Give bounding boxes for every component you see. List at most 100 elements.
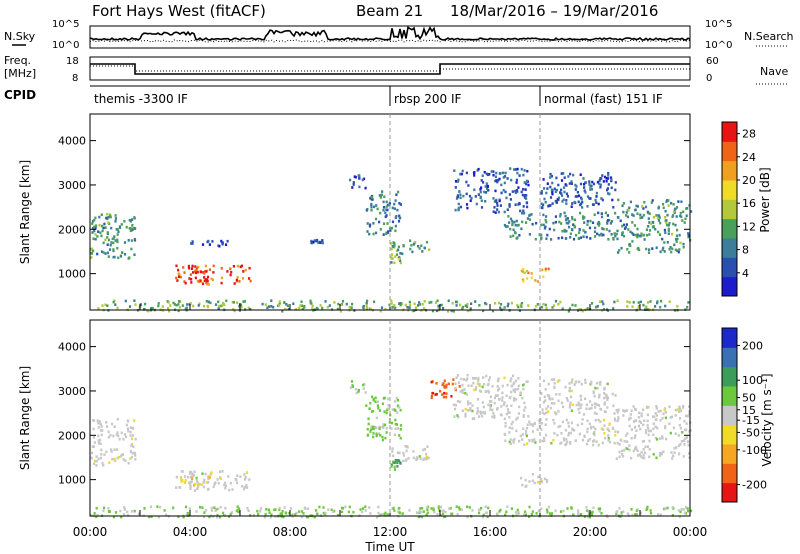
heatmap-cell	[409, 247, 412, 251]
heatmap-cell	[652, 427, 655, 431]
heatmap-cell	[508, 431, 511, 434]
heatmap-cell	[591, 403, 594, 407]
heatmap-cell	[496, 204, 499, 207]
heatmap-cell	[670, 250, 673, 254]
heatmap-cell	[173, 303, 176, 306]
heatmap-cell	[445, 395, 448, 399]
heatmap-cell	[522, 267, 525, 271]
heatmap-cell	[600, 212, 603, 215]
heatmap-cell	[390, 463, 393, 467]
heatmap-cell	[579, 513, 583, 516]
heatmap-cell	[371, 196, 374, 199]
heatmap-cell	[577, 401, 580, 404]
heatmap-cell	[425, 457, 428, 461]
heatmap-cell	[327, 508, 330, 511]
heatmap-cell	[461, 169, 464, 173]
heatmap-cell	[129, 457, 132, 460]
heatmap-cell	[110, 241, 113, 244]
heatmap-cell	[368, 506, 371, 509]
heatmap-cell	[240, 306, 243, 309]
heatmap-cell	[190, 470, 193, 474]
heatmap-cell	[517, 511, 520, 514]
heatmap-cell	[354, 387, 358, 391]
heatmap-cell	[599, 185, 602, 189]
heatmap-cell	[116, 431, 119, 434]
heatmap-cell	[510, 404, 513, 408]
freq-panel: Freq. [MHz] 18 8 60 0 Nave	[4, 54, 788, 85]
heatmap-cell	[542, 178, 545, 181]
heatmap-cell	[389, 229, 392, 232]
heatmap-cell	[565, 202, 568, 205]
heatmap-cell	[381, 435, 384, 439]
heatmap-cell	[133, 299, 136, 302]
heatmap-cell	[205, 481, 208, 484]
heatmap-cell	[497, 377, 500, 381]
heatmap-cell	[567, 175, 570, 178]
heatmap-cell	[222, 511, 225, 515]
heatmap-cell	[549, 204, 552, 207]
heatmap-cell	[457, 415, 460, 419]
heatmap-cell	[598, 179, 601, 182]
heatmap-cell	[484, 301, 487, 305]
heatmap-cell	[614, 430, 617, 433]
heatmap-cell	[107, 255, 110, 258]
heatmap-cell	[657, 214, 660, 217]
heatmap-cell	[98, 223, 101, 227]
heatmap-cell	[561, 420, 564, 424]
heatmap-cell	[366, 299, 369, 303]
heatmap-cell	[387, 404, 390, 407]
heatmap-cell	[379, 309, 382, 313]
heatmap-cell	[520, 227, 523, 231]
heatmap-cell	[567, 425, 570, 428]
heatmap-cell	[133, 451, 137, 455]
noise-panel-frame	[89, 25, 691, 49]
heatmap-cell	[610, 220, 614, 223]
heatmap-cell	[459, 196, 462, 200]
heatmap-cell	[660, 299, 663, 303]
heatmap-cell	[663, 228, 666, 232]
heatmap-cell	[372, 222, 375, 225]
heatmap-cell	[534, 304, 538, 308]
heatmap-cell	[573, 218, 577, 222]
heatmap-cell	[124, 299, 127, 303]
heatmap-cell	[284, 307, 287, 311]
heatmap-cell	[546, 405, 550, 408]
heatmap-cell	[597, 507, 600, 511]
heatmap-cell	[471, 509, 474, 512]
heatmap-cell	[144, 302, 147, 306]
heatmap-cell	[616, 441, 619, 445]
heatmap-cell	[362, 387, 365, 390]
heatmap-cell	[443, 379, 446, 383]
heatmap-cell	[476, 398, 480, 401]
heatmap-cell	[423, 447, 427, 451]
y-tick-label: 2000	[58, 429, 86, 442]
heatmap-cell	[501, 396, 504, 399]
heatmap-cell	[128, 256, 131, 259]
heatmap-cell	[667, 229, 670, 232]
heatmap-cell	[447, 382, 450, 386]
heatmap-cell	[482, 181, 485, 184]
heatmap-cell	[186, 512, 189, 515]
heatmap-cell	[623, 439, 626, 443]
heatmap-cell	[157, 302, 160, 305]
heatmap-cell	[668, 405, 671, 408]
heatmap-cell	[661, 203, 665, 206]
heatmap-cell	[523, 409, 526, 412]
heatmap-cell	[601, 198, 604, 202]
heatmap-cell	[512, 441, 515, 444]
heatmap-cell	[401, 252, 404, 256]
heatmap-cell	[606, 222, 609, 225]
heatmap-cell	[569, 403, 572, 406]
heatmap-cell	[484, 390, 487, 393]
heatmap-cell	[503, 417, 506, 421]
heatmap-cell	[421, 303, 424, 306]
heatmap-cell	[570, 421, 573, 425]
heatmap-cell	[606, 398, 609, 402]
heatmap-cell	[375, 204, 378, 207]
heatmap-cell	[197, 265, 200, 269]
heatmap-cell	[594, 418, 597, 422]
heatmap-cell	[633, 426, 636, 429]
heatmap-cell	[385, 431, 388, 434]
heatmap-cell	[175, 486, 178, 489]
heatmap-cell	[210, 277, 213, 281]
